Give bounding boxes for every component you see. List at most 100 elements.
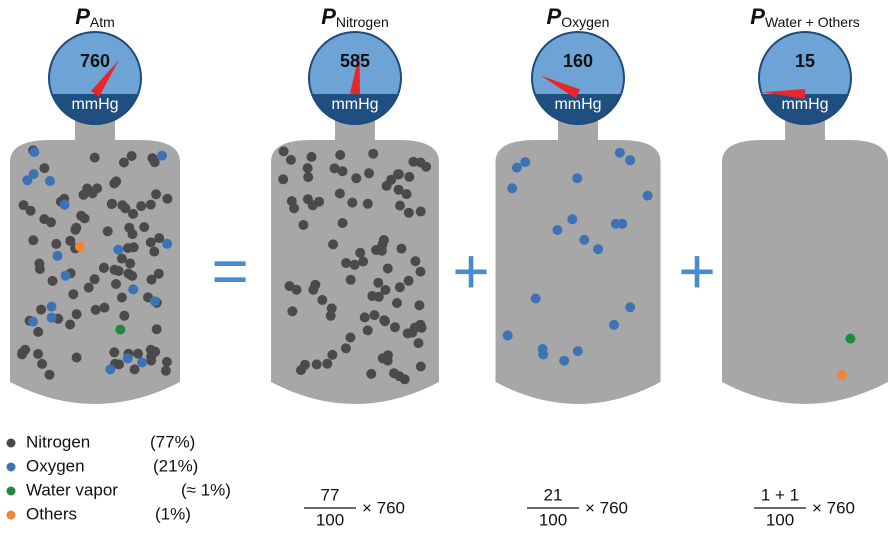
particle	[91, 305, 101, 315]
particle	[298, 220, 308, 230]
denominator: 100	[539, 510, 567, 529]
particle	[395, 282, 405, 292]
particle	[314, 197, 324, 207]
particle	[128, 229, 138, 239]
particle	[130, 364, 140, 374]
particle	[47, 302, 57, 312]
particle	[123, 353, 133, 363]
particle	[48, 276, 58, 286]
particle	[39, 163, 49, 173]
particle	[416, 207, 426, 217]
particle	[51, 239, 61, 249]
particle	[383, 356, 393, 366]
particle	[335, 189, 345, 199]
particle	[303, 163, 313, 173]
particle	[162, 239, 172, 249]
particle	[346, 275, 356, 285]
particle	[363, 199, 373, 209]
particle	[327, 350, 337, 360]
particle	[572, 173, 582, 183]
particle	[383, 264, 393, 274]
particle	[326, 311, 336, 321]
particle	[403, 328, 413, 338]
particle	[139, 222, 149, 232]
particle	[360, 312, 370, 322]
particle	[394, 169, 404, 179]
particle	[531, 294, 541, 304]
particle	[113, 245, 123, 255]
particle	[45, 370, 55, 380]
gauge-value: 15	[795, 51, 815, 71]
particle	[363, 325, 373, 335]
symbol: P	[547, 4, 562, 29]
particle	[845, 334, 855, 344]
particle	[625, 155, 635, 165]
subscript: Oxygen	[561, 14, 609, 30]
particle	[46, 217, 56, 227]
particle	[366, 369, 376, 379]
operator: +	[452, 235, 489, 307]
particle	[33, 349, 43, 359]
particle	[338, 218, 348, 228]
particle	[28, 317, 38, 327]
gauge-value: 160	[563, 51, 593, 71]
particle	[335, 150, 345, 160]
particle	[278, 174, 288, 184]
particle	[70, 225, 80, 235]
particle	[404, 208, 414, 218]
particle	[146, 200, 156, 210]
particle	[157, 151, 167, 161]
particle	[322, 359, 332, 369]
particle	[390, 322, 400, 332]
particle	[609, 320, 619, 330]
operator: =	[211, 235, 248, 307]
gauge-unit: mmHg	[554, 96, 601, 113]
particle	[303, 172, 313, 182]
particle	[105, 364, 115, 374]
particle	[615, 148, 625, 158]
particle	[579, 235, 589, 245]
particle	[307, 152, 317, 162]
particle	[345, 333, 355, 343]
particle	[90, 153, 100, 163]
particle	[29, 147, 39, 157]
particle	[34, 259, 44, 269]
particle	[341, 258, 351, 268]
particle	[358, 257, 368, 267]
particle	[103, 226, 113, 236]
particle	[414, 338, 424, 348]
particle	[368, 149, 378, 159]
legend-share: (21%)	[153, 456, 198, 475]
particle	[82, 184, 92, 194]
particle	[107, 199, 117, 209]
symbol: P	[75, 4, 90, 29]
particle	[36, 305, 46, 315]
particle	[128, 284, 138, 294]
particle	[117, 293, 127, 303]
particle	[379, 315, 389, 325]
particle	[146, 356, 156, 366]
particle	[47, 313, 57, 323]
pressure-label: PNitrogen	[321, 4, 389, 30]
particle	[837, 370, 847, 380]
legend-label: Oxygen	[26, 456, 85, 475]
particle	[379, 235, 389, 245]
subscript: Atm	[90, 14, 115, 30]
gauge-value: 760	[80, 51, 110, 71]
legend-share: (77%)	[150, 432, 195, 451]
particle	[111, 279, 121, 289]
legend-share: (≈ 1%)	[181, 480, 231, 499]
particle	[370, 310, 380, 320]
particle	[538, 350, 548, 360]
particle	[397, 244, 407, 254]
particle	[643, 191, 653, 201]
numerator: 1 + 1	[761, 485, 799, 504]
legend-share: (1%)	[155, 504, 191, 523]
particle	[400, 374, 410, 384]
gauge-value: 585	[340, 51, 370, 71]
denominator: 100	[766, 510, 794, 529]
pressure-label: PAtm	[75, 4, 115, 30]
particle	[414, 300, 424, 310]
particle	[19, 200, 29, 210]
particle	[119, 311, 129, 321]
